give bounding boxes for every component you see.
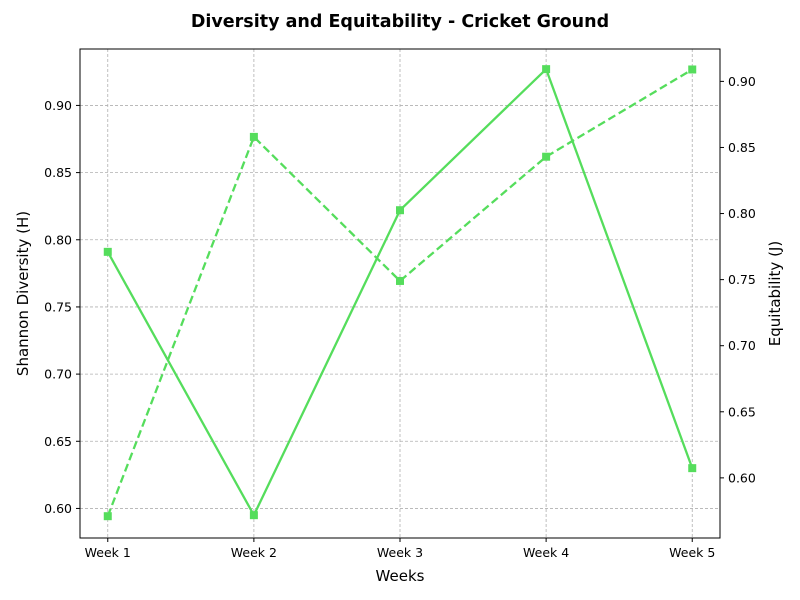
chart-title: Diversity and Equitability - Cricket Gro…: [191, 12, 609, 32]
left-y-axis-label: Shannon Diversity (H): [14, 211, 32, 376]
x-tick-label: Week 5: [669, 545, 715, 560]
grid-lines: [80, 49, 720, 538]
right-y-axis-label: Equitability (J): [766, 241, 784, 346]
series-group: [103, 65, 697, 521]
data-point-shannon: [542, 65, 551, 74]
data-point-equitability: [688, 65, 697, 74]
x-tick-label: Week 1: [85, 545, 131, 560]
left-y-tick-label: 0.65: [44, 434, 72, 449]
left-y-tick-label: 0.60: [44, 501, 72, 516]
right-y-tick-label: 0.85: [728, 140, 756, 155]
data-point-equitability: [249, 132, 258, 141]
right-y-tick-label: 0.65: [728, 404, 756, 419]
left-y-tick-label: 0.85: [44, 165, 72, 180]
right-y-tick-label: 0.80: [728, 206, 756, 221]
x-tick-label: Week 2: [231, 545, 277, 560]
series-line-equitability: [106, 68, 693, 517]
left-y-axis: 0.60 0.65 0.70 0.75 0.80 0.85 0.90: [44, 98, 80, 516]
right-y-tick-label: 0.90: [728, 74, 756, 89]
left-y-tick-label: 0.80: [44, 232, 72, 247]
right-y-tick-label: 0.75: [728, 272, 756, 287]
data-point-equitability: [542, 152, 551, 161]
right-y-axis: 0.60 0.65 0.70 0.75 0.80 0.85 0.90: [720, 74, 756, 485]
x-axis: Week 1 Week 2 Week 3 Week 4 Week 5: [85, 538, 715, 560]
x-axis-label: Weeks: [376, 567, 425, 585]
data-point-shannon: [688, 464, 697, 473]
x-tick-label: Week 3: [377, 545, 423, 560]
data-point-shannon: [396, 206, 404, 215]
right-y-tick-label: 0.70: [728, 338, 756, 353]
left-y-tick-label: 0.70: [44, 367, 72, 382]
data-point-shannon: [103, 247, 112, 256]
right-y-tick-label: 0.60: [728, 470, 756, 485]
data-point-equitability: [103, 512, 112, 521]
data-point-equitability: [396, 276, 404, 285]
data-point-shannon: [249, 511, 258, 520]
left-y-tick-label: 0.75: [44, 299, 72, 314]
x-tick-label: Week 4: [523, 545, 569, 560]
left-y-tick-label: 0.90: [44, 98, 72, 113]
